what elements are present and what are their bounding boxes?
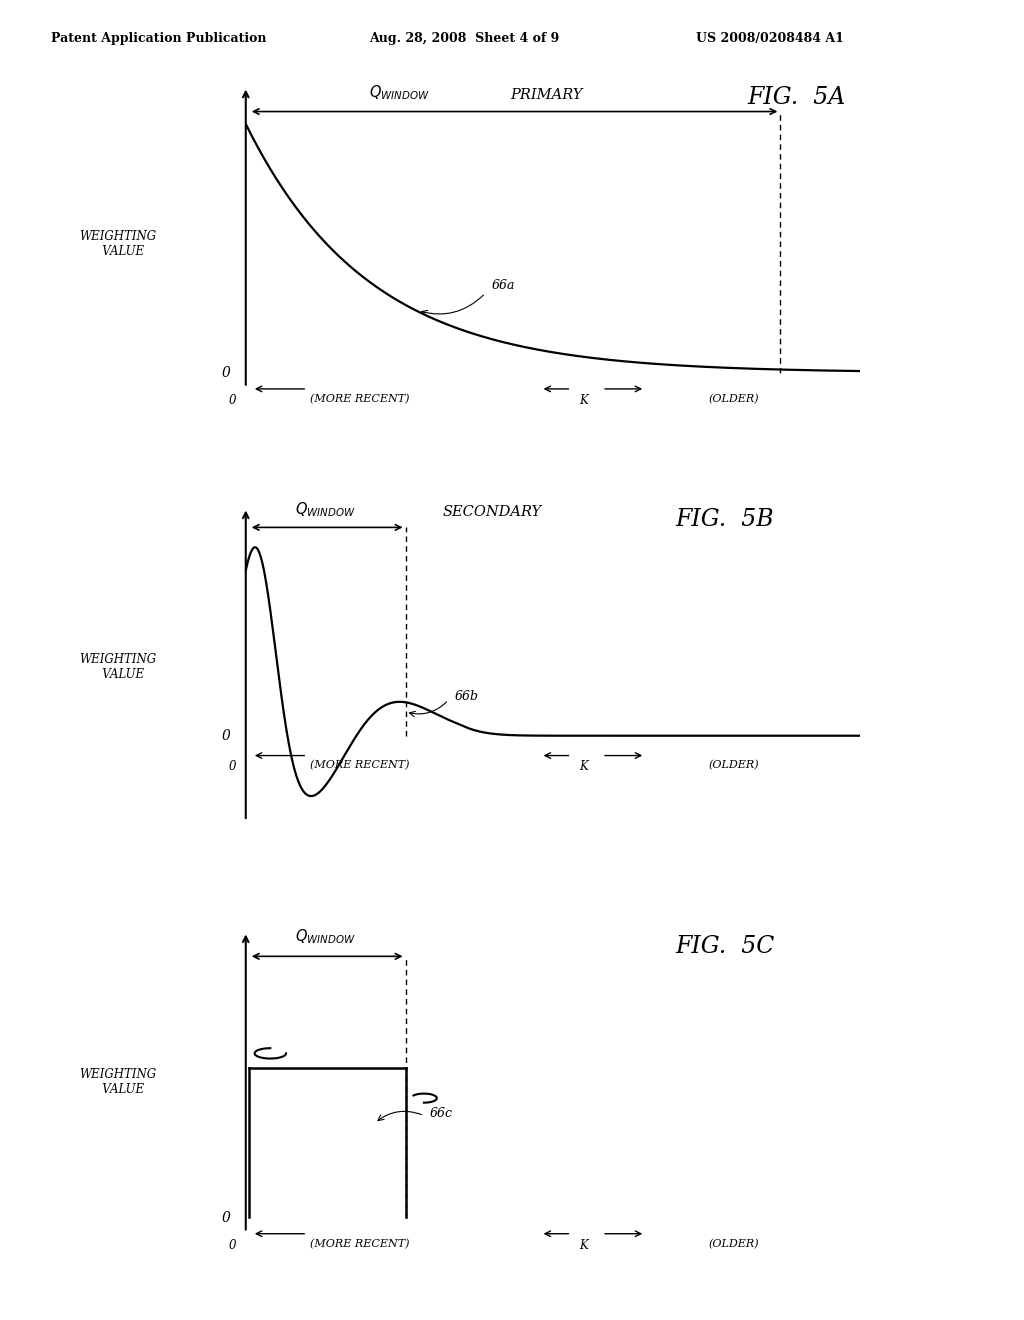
Text: $Q_{WINDOW}$: $Q_{WINDOW}$ bbox=[369, 83, 430, 102]
Text: K: K bbox=[580, 759, 588, 772]
Text: Patent Application Publication: Patent Application Publication bbox=[51, 32, 266, 45]
Text: Aug. 28, 2008  Sheet 4 of 9: Aug. 28, 2008 Sheet 4 of 9 bbox=[369, 32, 559, 45]
Text: FIG.  5B: FIG. 5B bbox=[676, 508, 774, 531]
Text: 0: 0 bbox=[229, 759, 237, 772]
Text: FIG.  5A: FIG. 5A bbox=[748, 86, 846, 108]
Text: (OLDER): (OLDER) bbox=[709, 393, 760, 404]
Text: SECONDARY: SECONDARY bbox=[442, 506, 542, 520]
Text: PRIMARY: PRIMARY bbox=[510, 87, 583, 102]
Text: K: K bbox=[580, 1238, 588, 1251]
Text: (MORE RECENT): (MORE RECENT) bbox=[309, 1238, 410, 1249]
Text: 66b: 66b bbox=[455, 689, 478, 702]
Text: 66c: 66c bbox=[430, 1106, 453, 1119]
Text: 66a: 66a bbox=[492, 279, 515, 292]
Text: WEIGHTING
   VALUE: WEIGHTING VALUE bbox=[79, 230, 157, 259]
Text: (MORE RECENT): (MORE RECENT) bbox=[309, 759, 410, 770]
Text: 0: 0 bbox=[221, 1210, 230, 1225]
Text: WEIGHTING
   VALUE: WEIGHTING VALUE bbox=[79, 1068, 157, 1097]
Text: 0: 0 bbox=[229, 393, 237, 407]
Text: FIG.  5C: FIG. 5C bbox=[676, 935, 775, 957]
Text: US 2008/0208484 A1: US 2008/0208484 A1 bbox=[696, 32, 844, 45]
Text: (MORE RECENT): (MORE RECENT) bbox=[309, 393, 410, 404]
Text: $Q_{WINDOW}$: $Q_{WINDOW}$ bbox=[295, 928, 356, 946]
Text: 0: 0 bbox=[221, 366, 230, 380]
Text: 0: 0 bbox=[221, 729, 230, 743]
Text: 0: 0 bbox=[229, 1238, 237, 1251]
Text: $Q_{WINDOW}$: $Q_{WINDOW}$ bbox=[295, 500, 356, 520]
Text: WEIGHTING
   VALUE: WEIGHTING VALUE bbox=[79, 652, 157, 681]
Text: K: K bbox=[580, 393, 588, 407]
Text: (OLDER): (OLDER) bbox=[709, 759, 760, 770]
Text: (OLDER): (OLDER) bbox=[709, 1238, 760, 1249]
